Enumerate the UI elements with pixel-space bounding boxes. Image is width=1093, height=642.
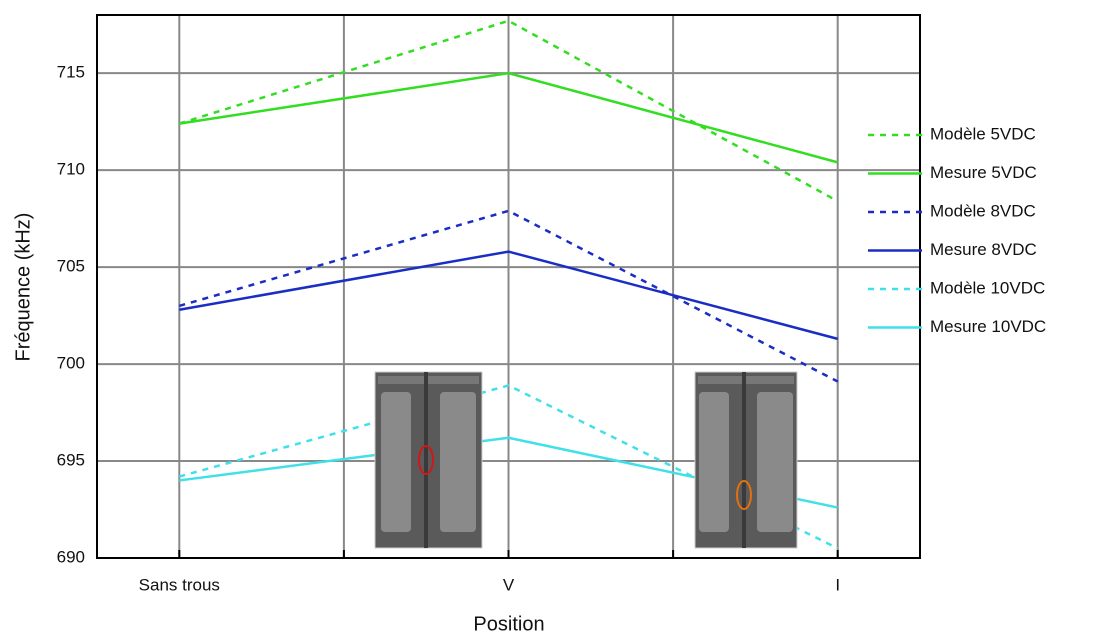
series-line [178, 384, 839, 550]
lines [178, 19, 839, 550]
x-tick-label: I [835, 575, 840, 594]
series-line [178, 209, 839, 383]
legend-label: Modèle 8VDC [930, 201, 1036, 220]
legend-label: Modèle 5VDC [930, 124, 1036, 143]
series-line [179, 71, 839, 164]
series-line [179, 250, 839, 341]
inset-image [694, 371, 798, 549]
legend-label: Mesure 5VDC [930, 163, 1037, 182]
plot-frame [96, 14, 921, 559]
x-axis-label: Position [473, 613, 544, 635]
legend-label: Mesure 10VDC [930, 317, 1046, 336]
y-tick-label: 705 [57, 257, 85, 276]
y-axis-label: Fréquence (kHz) [12, 213, 34, 362]
y-tick-label: 690 [57, 547, 85, 566]
y-tick-label: 710 [57, 160, 85, 179]
x-tick-label: V [503, 575, 515, 594]
y-tick-label: 715 [57, 63, 85, 82]
x-tick-label: Sans trous [139, 575, 220, 594]
y-tick-label: 700 [57, 354, 85, 373]
legend-label: Modèle 10VDC [930, 278, 1045, 297]
labels: 690 695 700 705 710 715 Sans trous V I Modèle 5VD… [57, 63, 1047, 595]
inset-image [374, 371, 483, 549]
legend-label: Mesure 8VDC [930, 240, 1037, 259]
y-tick-label: 695 [57, 451, 85, 470]
